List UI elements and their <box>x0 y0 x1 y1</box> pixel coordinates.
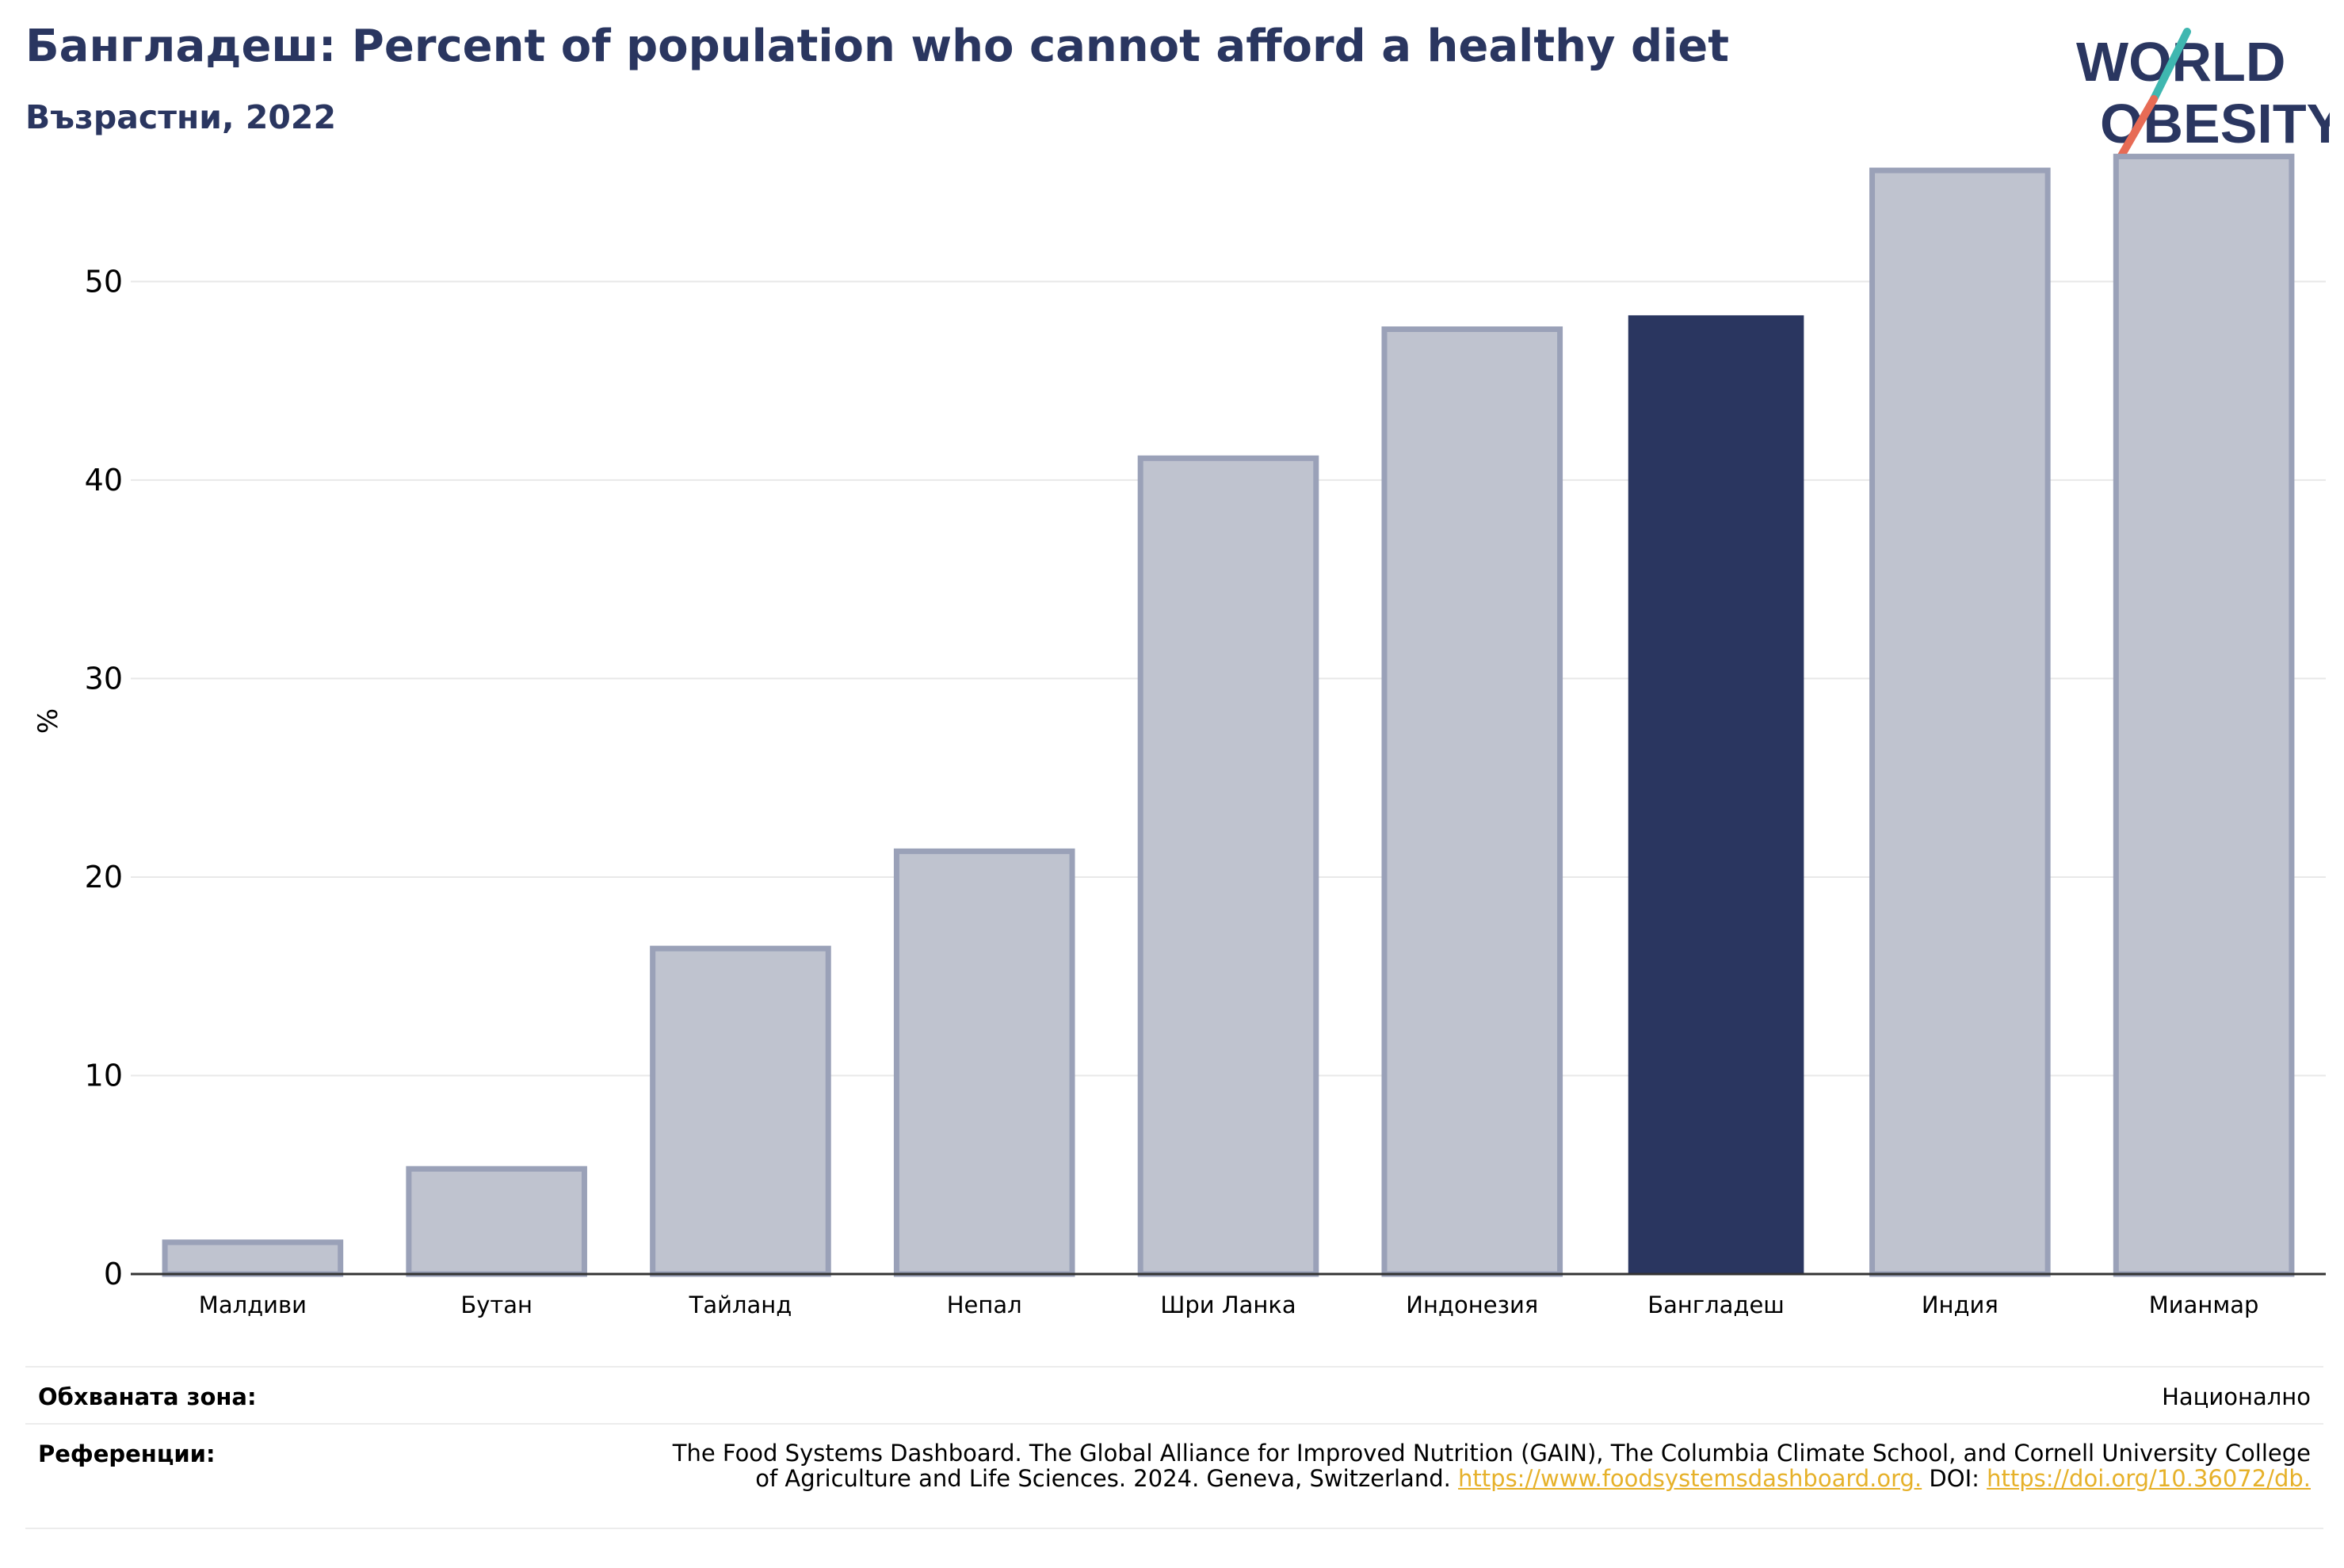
x-tick-label: Непал <box>947 1291 1022 1318</box>
bar-6 <box>1381 326 1563 1277</box>
bar-chart: 0 10 20 30 40 50 Малдиви Бутан Тайланд Непал Шри … <box>32 154 2326 1318</box>
bar-2 <box>406 1166 587 1277</box>
y-tick-label: 0 <box>104 1257 123 1291</box>
y-axis-label: % <box>32 708 64 734</box>
foodsystems-link[interactable]: https://www.foodsystemsdashboard.org. <box>1458 1465 1922 1492</box>
x-axis-ticks: Малдиви Бутан Тайланд Непал Шри Ланка Индонез… <box>199 1291 2259 1318</box>
references-text: The Food Systems Dashboard. The Global A… <box>672 1440 2311 1492</box>
y-tick-label: 10 <box>85 1058 123 1093</box>
coverage-label: Обхваната зона: <box>38 1383 257 1410</box>
chart-title: Бангладеш: Percent of population who can… <box>25 21 1730 72</box>
x-tick-label: Индонезия <box>1406 1291 1538 1318</box>
y-tick-label: 50 <box>85 264 123 299</box>
x-tick-label: Тайланд <box>689 1291 792 1318</box>
x-tick-label: Индия <box>1922 1291 1999 1318</box>
y-tick-label: 30 <box>85 661 123 696</box>
x-tick-label: Малдиви <box>199 1291 307 1318</box>
bars <box>162 154 2295 1277</box>
x-tick-label: Мианмар <box>2149 1291 2259 1318</box>
divider <box>25 1423 2323 1425</box>
y-tick-label: 20 <box>85 860 123 895</box>
bar-7 <box>1628 315 1804 1274</box>
chart-subtitle: Възрастни, 2022 <box>25 98 336 136</box>
bar-4 <box>893 848 1075 1277</box>
x-tick-label: Бангладеш <box>1647 1291 1785 1318</box>
divider <box>25 1366 2323 1368</box>
divider <box>25 1528 2323 1529</box>
bar-8 <box>1869 167 2051 1277</box>
bar-5 <box>1137 455 1319 1277</box>
bar-9 <box>2113 154 2295 1277</box>
bar-3 <box>650 945 831 1277</box>
doi-link[interactable]: https://doi.org/10.36072/db. <box>1987 1465 2311 1492</box>
y-axis-ticks: 0 10 20 30 40 50 <box>85 264 123 1291</box>
references-label: Референции: <box>38 1440 216 1467</box>
world-obesity-logo: WORLD OBESITY <box>2076 28 2330 162</box>
x-tick-label: Бутан <box>460 1291 533 1318</box>
coverage-value: Национално <box>2162 1383 2311 1410</box>
bar-1 <box>162 1239 344 1277</box>
y-tick-label: 40 <box>85 463 123 498</box>
x-tick-label: Шри Ланка <box>1160 1291 1296 1318</box>
